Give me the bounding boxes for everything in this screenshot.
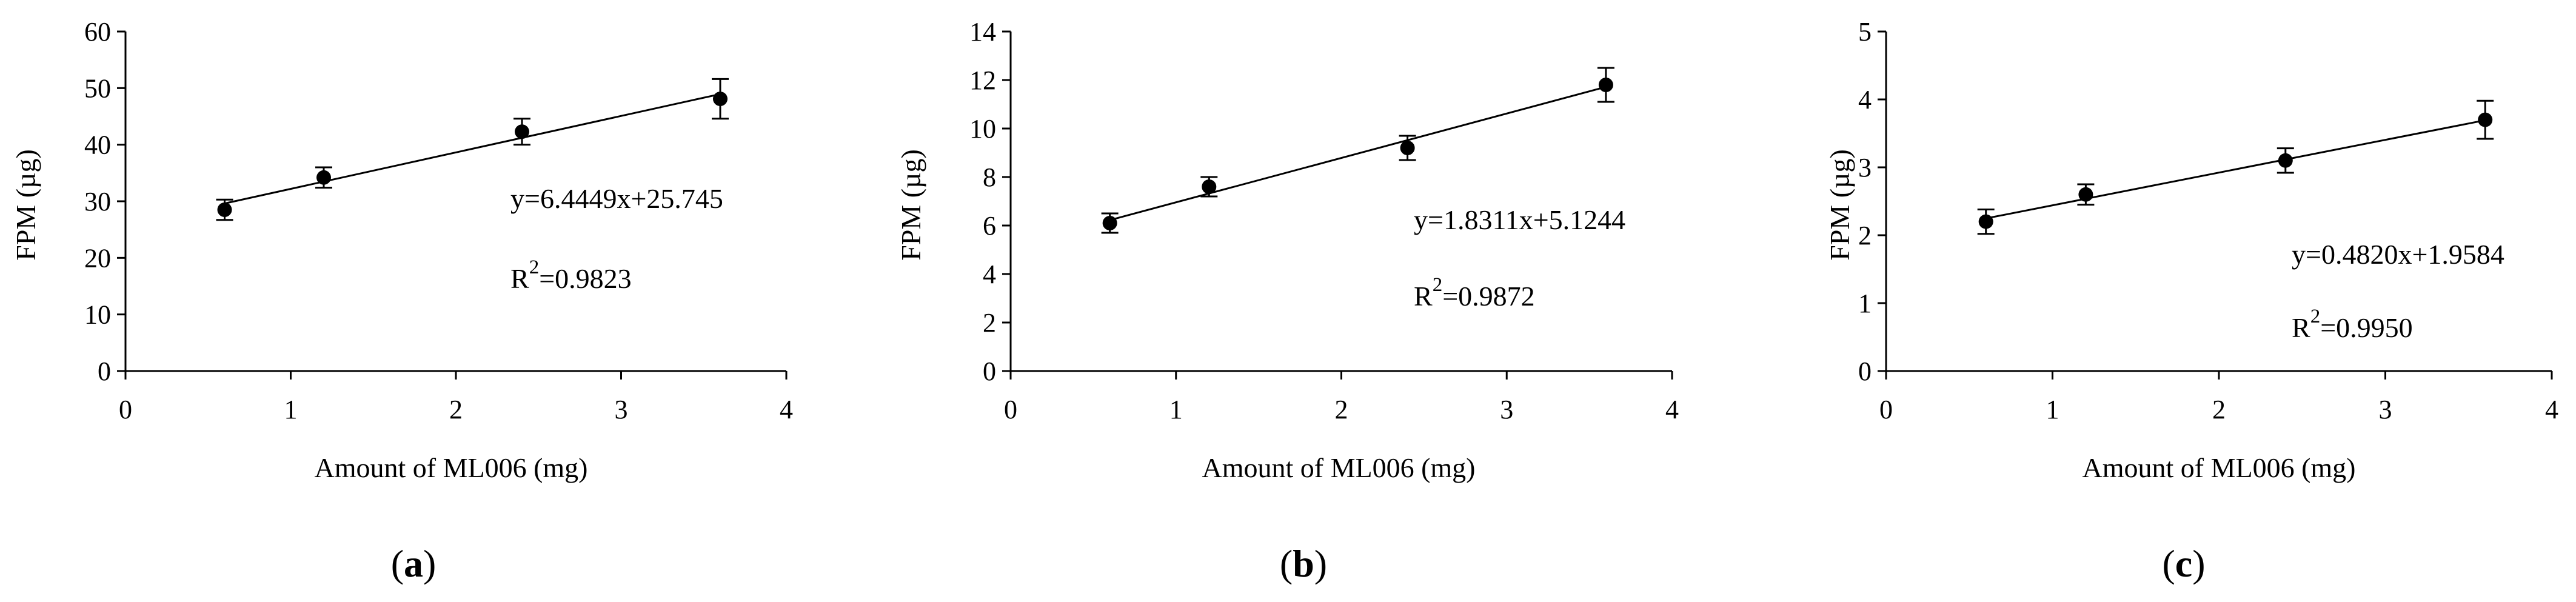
chart-a-ytick-label: 10 <box>84 300 111 330</box>
chart-b-data-point <box>1400 141 1415 155</box>
chart-b-ytick-label: 6 <box>983 211 996 241</box>
chart-c-ytick-label: 1 <box>1858 289 1872 318</box>
chart-b-xlabel: Amount of ML006 (mg) <box>1202 452 1475 483</box>
chart-c-data-point <box>2078 187 2093 202</box>
chart-c-xtick-label: 2 <box>2212 395 2226 424</box>
chart-c-equation: y=0.4820x+1.9584 <box>2292 239 2504 270</box>
chart-c-data-point <box>2278 153 2293 168</box>
chart-c-r2-prefix: R <box>2292 312 2310 343</box>
chart-c-panel-label-open: ( <box>2162 542 2175 585</box>
chart-c-ytick-label: 3 <box>1858 153 1872 182</box>
chart-c-ytick-label: 2 <box>1858 221 1872 250</box>
chart-b-r2: R2=0.9872 <box>1414 274 1535 312</box>
chart-a-xtick-label: 1 <box>284 395 298 424</box>
chart-c-ylabel: FPM (µg) <box>1824 149 1855 261</box>
chart-a-r2: R2=0.9823 <box>510 256 632 294</box>
chart-a-ytick-label: 40 <box>84 130 111 160</box>
chart-a-panel-label-close: ) <box>423 542 436 585</box>
chart-c-xtick-label: 0 <box>1879 395 1893 424</box>
chart-b-xtick-label: 3 <box>1500 395 1513 424</box>
chart-a-data-point <box>515 124 529 139</box>
chart-a-ticks: 0 10 20 30 40 50 60 0 1 2 3 4 <box>84 17 793 424</box>
chart-b-panel-label-close: ) <box>1314 542 1327 585</box>
chart-c-r2-sup: 2 <box>2310 306 2321 327</box>
chart-a-trendline-line <box>224 93 721 205</box>
chart-c-r2: R2=0.9950 <box>2292 306 2413 343</box>
chart-b-xtick-label: 4 <box>1665 395 1679 424</box>
chart-c-data-point <box>2478 112 2493 127</box>
chart-b-r2-sup: 2 <box>1433 274 1443 296</box>
chart-a-ytick-label: 20 <box>84 243 111 273</box>
chart-panel-a: 0 10 20 30 40 50 60 0 1 2 3 4 FPM (µg) Amount of ML… <box>10 17 793 585</box>
chart-c-axes <box>1885 32 2552 372</box>
chart-c-markers <box>1977 99 2494 235</box>
chart-a-data-point <box>316 170 331 185</box>
chart-c-ticks: 0 1 2 3 4 5 0 1 2 3 4 <box>1858 17 2558 424</box>
chart-c-trendline <box>1986 119 2486 219</box>
chart-b-panel-label-letter: b <box>1293 542 1314 585</box>
chart-a-data-point <box>217 202 232 217</box>
chart-b-r2-prefix: R <box>1414 281 1433 312</box>
chart-b-xtick-label: 2 <box>1335 395 1348 424</box>
chart-a-xtick-label: 4 <box>780 395 793 424</box>
chart-a-r2-prefix: R <box>510 263 529 294</box>
chart-c-ytick-label: 5 <box>1858 17 1872 47</box>
chart-a-xtick-label: 2 <box>449 395 463 424</box>
chart-b-panel-label: (b) <box>1280 542 1327 585</box>
chart-a-ytick-label: 30 <box>84 187 111 216</box>
chart-c-panel-label: (c) <box>2162 542 2205 585</box>
chart-b-data-point <box>1102 216 1117 230</box>
chart-c-xtick-label: 4 <box>2545 395 2558 424</box>
chart-b-panel-label-open: ( <box>1280 542 1293 585</box>
chart-c-xlabel: Amount of ML006 (mg) <box>2082 452 2355 483</box>
chart-b-axes <box>1009 32 1672 372</box>
chart-b-equation: y=1.8311x+5.1244 <box>1414 204 1625 235</box>
chart-c-panel-label-letter: c <box>2175 542 2192 585</box>
chart-a-xtick-label: 0 <box>119 395 132 424</box>
chart-a-panel-label: (a) <box>391 542 437 585</box>
chart-b-ytick-label: 14 <box>969 17 996 47</box>
chart-a-r2-sup: 2 <box>529 256 540 278</box>
chart-c-r2-value: =0.9950 <box>2320 312 2412 343</box>
chart-a-panel-label-open: ( <box>391 542 404 585</box>
chart-b-ytick-label: 12 <box>969 65 996 95</box>
chart-c-trendline-line <box>1986 119 2486 219</box>
chart-panel-c: 0 1 2 3 4 5 0 1 2 3 4 FPM (µg) Amount of ML006 (mg… <box>1824 17 2558 585</box>
chart-a-trendline <box>224 93 721 205</box>
chart-b-ylabel: FPM (µg) <box>895 149 926 261</box>
chart-a-xlabel: Amount of ML006 (mg) <box>314 452 587 483</box>
chart-a-xtick-label: 3 <box>615 395 628 424</box>
chart-b-xtick-label: 0 <box>1004 395 1017 424</box>
chart-c-ytick-label: 0 <box>1858 356 1872 386</box>
chart-b-xtick-label: 1 <box>1169 395 1183 424</box>
chart-a-panel-label-letter: a <box>404 542 423 585</box>
chart-c-ytick-label: 4 <box>1858 85 1872 115</box>
chart-b-data-point <box>1202 179 1217 194</box>
chart-c-data-point <box>1978 214 1993 229</box>
chart-a-data-point <box>713 92 728 107</box>
chart-b-r2-value: =0.9872 <box>1442 281 1534 312</box>
chart-b-data-point <box>1598 78 1613 92</box>
chart-b-markers <box>1101 67 1614 234</box>
chart-b-trendline-line <box>1109 85 1607 221</box>
chart-c-panel-label-close: ) <box>2192 542 2205 585</box>
chart-a-r2-value: =0.9823 <box>539 263 631 294</box>
chart-a-ylabel: FPM (µg) <box>10 149 41 261</box>
chart-b-ytick-label: 2 <box>983 308 996 338</box>
chart-c-xtick-label: 1 <box>2046 395 2059 424</box>
chart-a-equation: y=6.4449x+25.745 <box>510 183 723 214</box>
chart-a-markers <box>216 78 729 221</box>
chart-b-ytick-label: 10 <box>969 114 996 144</box>
chart-b-trendline <box>1109 85 1607 221</box>
chart-c-xtick-label: 3 <box>2379 395 2392 424</box>
chart-b-ytick-label: 4 <box>983 259 996 289</box>
chart-a-ytick-label: 50 <box>84 73 111 103</box>
chart-b-ytick-label: 8 <box>983 162 996 192</box>
chart-a-ytick-label: 60 <box>84 17 111 47</box>
chart-a-ytick-label: 0 <box>98 356 111 386</box>
chart-b-ytick-label: 0 <box>983 356 996 386</box>
